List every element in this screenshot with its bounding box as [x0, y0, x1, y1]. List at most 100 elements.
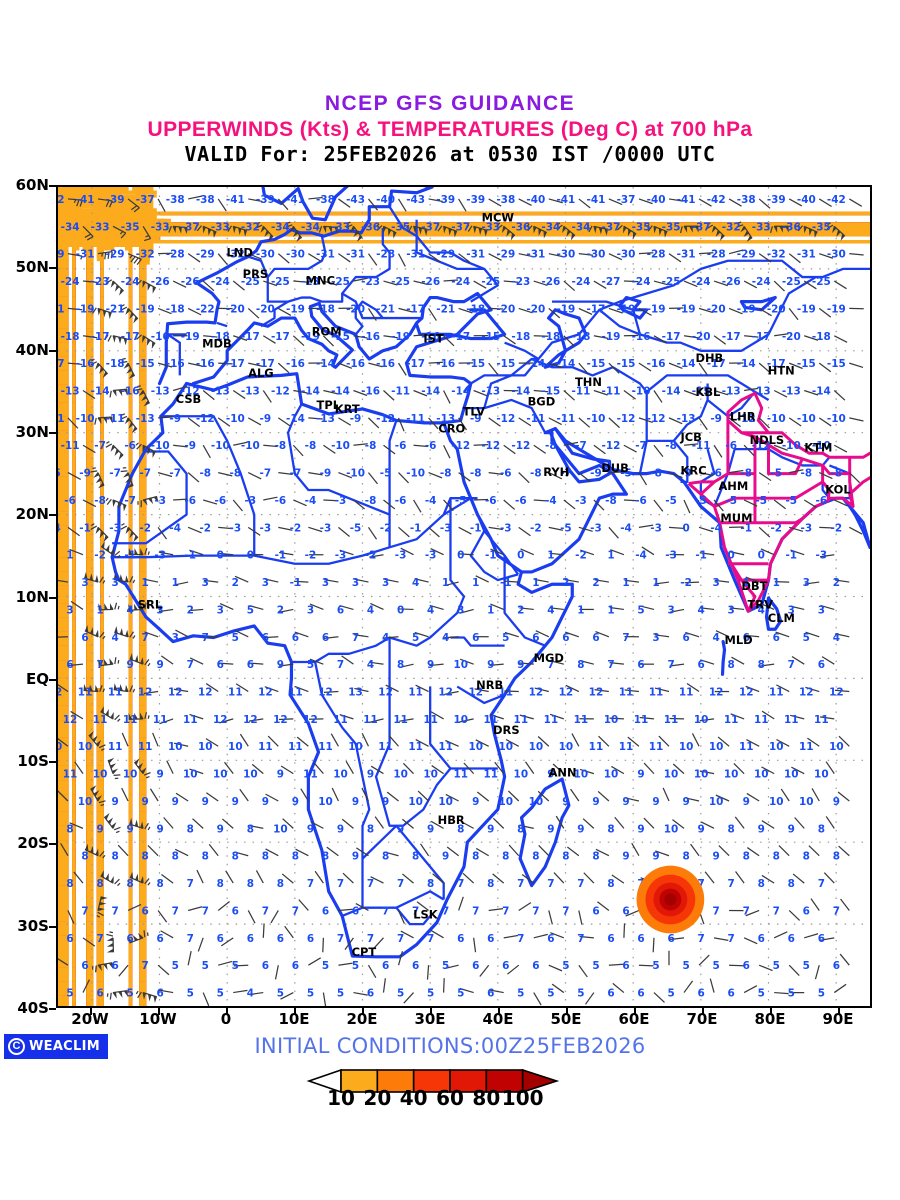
wind-barb-shaft	[567, 846, 580, 857]
temperature-label: -10	[767, 413, 786, 425]
wind-barb-shaft	[638, 964, 654, 967]
wind-barb-shaft	[413, 333, 428, 337]
temperature-label: -19	[617, 303, 636, 315]
temperature-label: 10	[168, 741, 183, 753]
wind-barb-shaft	[834, 579, 850, 583]
wind-barb-full	[108, 200, 113, 208]
temperature-label: 7	[442, 905, 449, 917]
temperature-label: -5	[620, 468, 632, 480]
wind-barb-pennant	[99, 902, 107, 906]
temperature-label: 6	[217, 659, 224, 671]
wind-barb-pennant	[89, 573, 94, 581]
temperature-label: -30	[827, 249, 846, 261]
temperature-label: -12	[271, 385, 290, 397]
temperature-label: 11	[228, 687, 243, 699]
wind-barb-half	[135, 442, 139, 446]
temperature-label: 11	[108, 687, 123, 699]
temperature-label: 5	[397, 988, 404, 1000]
temperature-label: 9	[127, 823, 134, 835]
wind-barb-shaft	[247, 472, 262, 480]
temperature-label: -20	[226, 303, 245, 315]
temperature-label: -42	[827, 194, 846, 206]
wind-barb-shaft	[684, 797, 700, 802]
wind-barb-shaft	[367, 253, 378, 266]
wind-speed-shading	[58, 187, 870, 1006]
wind-barb-half	[147, 826, 151, 831]
temperature-label: 1	[743, 577, 750, 589]
temperature-label: -19	[181, 331, 200, 343]
wind-barb-shaft	[353, 389, 368, 397]
temperature-label: -12	[451, 440, 470, 452]
wind-barb-pennant	[453, 230, 458, 238]
wind-barb-shaft	[428, 361, 444, 364]
temperature-label: -20	[256, 303, 275, 315]
wind-barb-half	[91, 418, 94, 422]
wind-barb-shaft	[367, 308, 377, 321]
wind-barb-half	[106, 441, 110, 444]
temperature-label: -20	[496, 303, 515, 315]
wind-barb-full	[136, 334, 143, 340]
lon-tickmark	[294, 1008, 296, 1015]
temperature-label: -19	[827, 303, 846, 315]
temperature-label: -34	[541, 221, 560, 233]
temperature-label: -3	[395, 550, 407, 562]
wind-barb-pennant	[207, 228, 212, 236]
wind-barb-shaft	[323, 280, 338, 286]
temperature-label: 9	[622, 796, 629, 808]
temperature-label: 7	[457, 878, 464, 890]
lat-tick-10S: 10S	[0, 752, 56, 770]
wind-barb-shaft	[166, 760, 174, 774]
wind-barb-pennant	[110, 711, 114, 720]
wind-barb-full	[136, 443, 142, 450]
temperature-label: -6	[184, 495, 196, 507]
wind-barb-shaft	[206, 792, 219, 802]
wind-barb-shaft	[158, 416, 173, 419]
wind-barb-shaft	[833, 390, 846, 401]
weaclim-logo[interactable]: C WEACLIM	[4, 1034, 108, 1059]
wind-barb-shaft	[598, 735, 610, 747]
temperature-label: -39	[436, 194, 455, 206]
wind-barb-half	[117, 718, 121, 722]
wind-barb-shaft	[218, 960, 233, 966]
wind-barb-shaft	[803, 444, 818, 453]
temperature-label: 9	[592, 796, 599, 808]
wind-barb-shaft	[397, 198, 407, 212]
wind-barb-shaft	[683, 335, 699, 339]
wind-barb-shaft	[503, 335, 516, 345]
wind-barb-shaft	[533, 499, 549, 502]
temperature-label: 6	[81, 960, 88, 972]
wind-barb-pennant	[412, 226, 417, 234]
temperature-label: 10	[273, 823, 288, 835]
temperature-label: -3	[500, 522, 512, 534]
temperature-label: -17	[256, 358, 275, 370]
temperature-label: -42	[58, 194, 64, 206]
wind-barb-shaft	[458, 472, 471, 482]
temperature-label: -17	[271, 331, 290, 343]
wind-barb-shaft	[698, 526, 714, 533]
temperature-label: 7	[622, 632, 629, 644]
wind-barb-shaft	[819, 253, 834, 259]
temperature-label: 10	[529, 741, 544, 753]
temperature-label: 6	[818, 659, 825, 671]
wind-barb-shaft	[322, 992, 327, 1006]
wind-barb-shaft	[281, 873, 294, 884]
temperature-label: 8	[382, 851, 389, 863]
temperature-label: 9	[427, 659, 434, 671]
temperature-label: -32	[136, 249, 155, 261]
wind-barb-shaft	[218, 552, 234, 556]
temperature-label: 10	[799, 796, 814, 808]
temperature-label: 9	[277, 769, 284, 781]
lat-lon-gridlines	[58, 187, 870, 1006]
weather-map[interactable]: -42-41-39-37-38-38-41-39-41-38-43-40-43-…	[56, 185, 872, 1008]
lat-tick-label: 60N	[15, 176, 49, 194]
temperature-label: 11	[63, 769, 78, 781]
wind-barb-pennant	[97, 308, 101, 316]
temperature-label: -10	[782, 440, 801, 452]
wind-barb-shaft	[202, 444, 211, 459]
wind-barb-shaft	[345, 760, 354, 774]
wind-barb-shaft	[683, 443, 699, 446]
lat-tick-label: 10N	[15, 587, 49, 606]
wind-barb-shaft	[383, 335, 398, 339]
temperature-label: 10	[829, 741, 844, 753]
wind-barb-shaft	[82, 280, 98, 283]
